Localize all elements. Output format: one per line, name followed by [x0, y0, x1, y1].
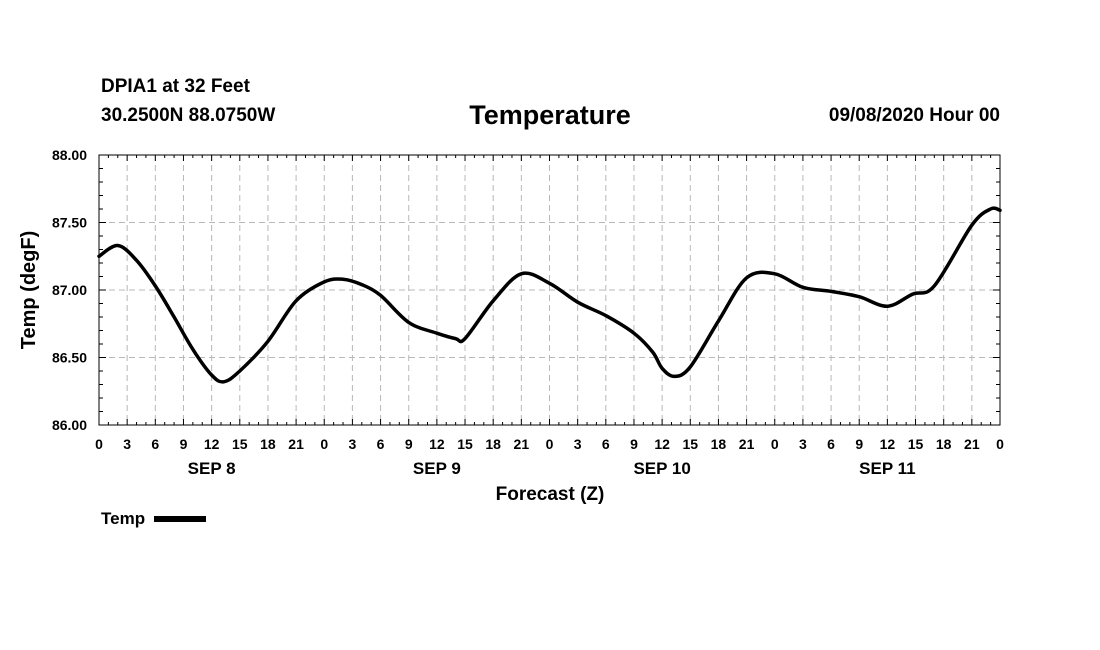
x-tick-label: 15	[682, 436, 698, 452]
y-tick-label: 87.50	[52, 215, 87, 231]
legend-swatch	[154, 516, 207, 522]
chart-title: Temperature	[469, 100, 631, 130]
x-tick-label: 21	[964, 436, 980, 452]
x-tick-label: 18	[485, 436, 501, 452]
x-tick-label: 9	[630, 436, 638, 452]
coordinates-label: 30.2500N 88.0750W	[101, 105, 276, 126]
label-layer: 0 3 6 9 12 15 18 21 0 3 6 9 12 15 18 21 0 3 6 9 12 15 18 21 0 3 6 9…	[52, 147, 1004, 478]
x-tick-label: 18	[260, 436, 276, 452]
x-tick-label: 12	[654, 436, 670, 452]
day-label: SEP 10	[633, 459, 690, 478]
temp-series-line	[97, 206, 1002, 384]
x-tick-label: 9	[180, 436, 188, 452]
y-tick-label: 88.00	[52, 147, 87, 163]
legend-label: Temp	[101, 509, 146, 528]
x-tick-label: 6	[151, 436, 159, 452]
x-tick-label: 12	[429, 436, 445, 452]
x-tick-label: 6	[602, 436, 610, 452]
y-tick-label: 87.00	[52, 282, 87, 298]
x-tick-label: 6	[827, 436, 835, 452]
x-tick-label: 9	[855, 436, 863, 452]
x-tick-label: 9	[405, 436, 413, 452]
x-tick-label: 21	[739, 436, 755, 452]
x-tick-label: 3	[123, 436, 131, 452]
x-tick-label: 0	[996, 436, 1004, 452]
y-tick-label: 86.50	[52, 350, 87, 366]
legend: Temp	[101, 509, 207, 529]
x-tick-label: 0	[771, 436, 779, 452]
x-tick-label: 15	[457, 436, 473, 452]
y-axis-title: Temp (degF)	[18, 231, 40, 350]
x-tick-label: 21	[288, 436, 304, 452]
grid-layer	[99, 155, 1000, 425]
x-tick-label: 3	[349, 436, 357, 452]
x-tick-label: 6	[377, 436, 385, 452]
x-axis-title: Forecast (Z)	[496, 484, 605, 505]
day-label: SEP 8	[188, 459, 236, 478]
forecast-timestamp: 09/08/2020 Hour 00	[828, 105, 1000, 126]
x-tick-label: 12	[880, 436, 896, 452]
day-label: SEP 11	[859, 459, 915, 478]
x-tick-label: 3	[574, 436, 582, 452]
tick-layer	[98, 154, 1001, 426]
day-label: SEP 9	[413, 459, 461, 478]
x-tick-label: 21	[514, 436, 530, 452]
x-tick-label: 3	[799, 436, 807, 452]
x-tick-label: 15	[908, 436, 924, 452]
x-tick-label: 0	[95, 436, 103, 452]
x-tick-label: 18	[936, 436, 952, 452]
x-tick-label: 0	[320, 436, 328, 452]
station-label: DPIA1 at 32 Feet	[101, 76, 250, 97]
x-tick-label: 0	[546, 436, 554, 452]
x-tick-label: 15	[232, 436, 248, 452]
x-tick-label: 12	[204, 436, 220, 452]
y-tick-label: 86.00	[52, 417, 87, 433]
x-tick-label: 18	[711, 436, 727, 452]
